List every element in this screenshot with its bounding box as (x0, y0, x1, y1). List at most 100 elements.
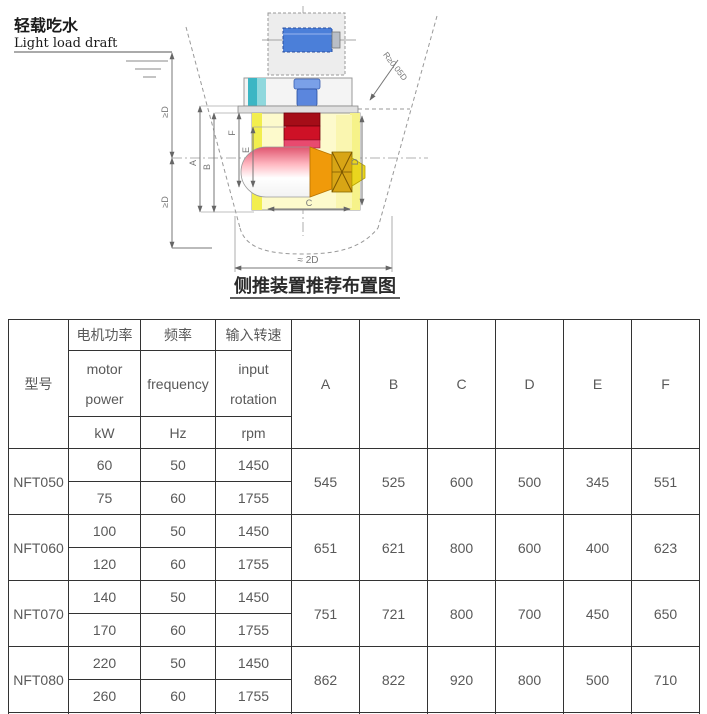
rpm-header-en-line2: rotation (230, 390, 277, 407)
dim-d-value: 500 (495, 448, 564, 515)
dim-header-e: E (563, 319, 632, 449)
gearbox (283, 112, 321, 149)
model-header: 型号 (8, 319, 69, 449)
coupling-lower (296, 88, 318, 107)
dim-f-value: 623 (631, 514, 700, 581)
freq-value: 50 (140, 646, 216, 680)
power-value: 120 (68, 547, 141, 581)
power-header-en-line2: power (85, 390, 124, 407)
power-unit: kW (68, 416, 141, 449)
header-row-cn: 型号 电机功率 频率 输入转速 A B C D E F (8, 319, 700, 449)
dim-label-a: A (188, 160, 198, 166)
freq-header-en: frequency (140, 350, 216, 417)
model-cell: NFT080 (8, 646, 69, 713)
freq-header-cn: 频率 (140, 319, 216, 351)
dim-header-d: D (495, 319, 564, 449)
rpm-unit: rpm (215, 416, 292, 449)
dim-a-value: 545 (291, 448, 360, 515)
freq-value: 50 (140, 514, 216, 548)
tunnel-span-label: ≈ 2D (297, 255, 318, 266)
coupling-upper (293, 78, 321, 90)
dim-c-value: 920 (427, 646, 496, 713)
dim-e-value: 345 (563, 448, 632, 515)
table-row: NFT060 100 50 1450 651 621 800 600 400 6… (8, 514, 700, 581)
rpm-value: 1755 (215, 679, 292, 713)
dim-e-value: 400 (563, 514, 632, 581)
power-header-cn: 电机功率 (68, 319, 141, 351)
propeller-hub (331, 151, 353, 193)
dim-c-value: 800 (427, 514, 496, 581)
dim-label-c: C (306, 198, 313, 208)
depth-dim-label-upper: ≥D (160, 106, 170, 118)
electric-motor (282, 27, 333, 53)
rpm-value: 1450 (215, 646, 292, 680)
model-cell: NFT060 (8, 514, 69, 581)
pod-gondola (240, 146, 311, 198)
light-load-draft-label-en: Light load draft (14, 36, 118, 51)
dim-c-value: 600 (427, 448, 496, 515)
diagram-caption: 侧推装置推荐布置图 (234, 275, 396, 296)
table-row: NFT070 140 50 1450 751 721 800 700 450 6… (8, 580, 700, 647)
rpm-value: 1450 (215, 514, 292, 548)
thruster-spec-table: 型号 电机功率 频率 输入转速 A B C D E F motor power … (8, 319, 700, 714)
light-load-draft-label-cn: 轻载吃水 (14, 16, 79, 35)
freq-unit: Hz (140, 416, 216, 449)
dim-b-value: 621 (359, 514, 428, 581)
dim-label-e: E (241, 147, 251, 153)
tunnel-span-dimension (234, 216, 393, 272)
dimension-extension-lines (201, 105, 286, 213)
table-row: NFT050 60 50 1450 545 525 600 500 345 55… (8, 448, 700, 515)
power-value: 220 (68, 646, 141, 680)
rpm-header-en-line1: input (238, 360, 269, 377)
power-value: 75 (68, 481, 141, 515)
freq-value: 60 (140, 547, 216, 581)
dim-d-value: 700 (495, 580, 564, 647)
power-value: 140 (68, 580, 141, 614)
rpm-header-cn: 输入转速 (215, 319, 292, 351)
hub-cone (309, 146, 333, 198)
thruster-layout-diagram: 轻载吃水 Light load draft ≥D ≥D R≥0.05D (14, 6, 438, 299)
freq-value: 50 (140, 580, 216, 614)
power-value: 100 (68, 514, 141, 548)
dim-header-a: A (291, 319, 360, 449)
rpm-value: 1450 (215, 448, 292, 482)
table-row: 260 60 1755 (9, 679, 700, 713)
dim-d-value: 800 (495, 646, 564, 713)
dim-b-value: 525 (359, 448, 428, 515)
rpm-header-en: input rotation (215, 350, 292, 417)
dim-e-value: 450 (563, 580, 632, 647)
motor-end-cap (331, 31, 341, 49)
rpm-value: 1755 (215, 613, 292, 647)
rpm-value: 1450 (215, 580, 292, 614)
freq-value: 60 (140, 679, 216, 713)
rpm-value: 1755 (215, 547, 292, 581)
dim-label-b: B (202, 164, 212, 170)
dim-c-value: 800 (427, 580, 496, 647)
dim-f-value: 650 (631, 580, 700, 647)
freq-value: 60 (140, 613, 216, 647)
dim-label-f: F (227, 130, 237, 136)
power-value: 60 (68, 448, 141, 482)
freq-value: 50 (140, 448, 216, 482)
rpm-value: 1755 (215, 481, 292, 515)
model-cell: NFT070 (8, 580, 69, 647)
dim-d-value: 600 (495, 514, 564, 581)
dim-f-value: 710 (631, 646, 700, 713)
freq-value: 60 (140, 481, 216, 515)
mounting-flange (237, 105, 359, 114)
power-value: 170 (68, 613, 141, 647)
model-cell: NFT050 (8, 448, 69, 515)
dim-f-value: 551 (631, 448, 700, 515)
dim-a-value: 651 (291, 514, 360, 581)
clipped-next-row (8, 712, 700, 714)
dim-header-b: B (359, 319, 428, 449)
power-header-en: motor power (68, 350, 141, 417)
cooler-strip-light (257, 78, 266, 106)
table-row: NFT080 220 50 1450 862 822 920 800 500 7… (8, 646, 700, 713)
dim-label-d: D (350, 158, 360, 165)
radius-leader-line (369, 59, 399, 101)
dim-header-f: F (631, 319, 700, 449)
dim-b-value: 721 (359, 580, 428, 647)
water-level-marks (126, 60, 168, 78)
